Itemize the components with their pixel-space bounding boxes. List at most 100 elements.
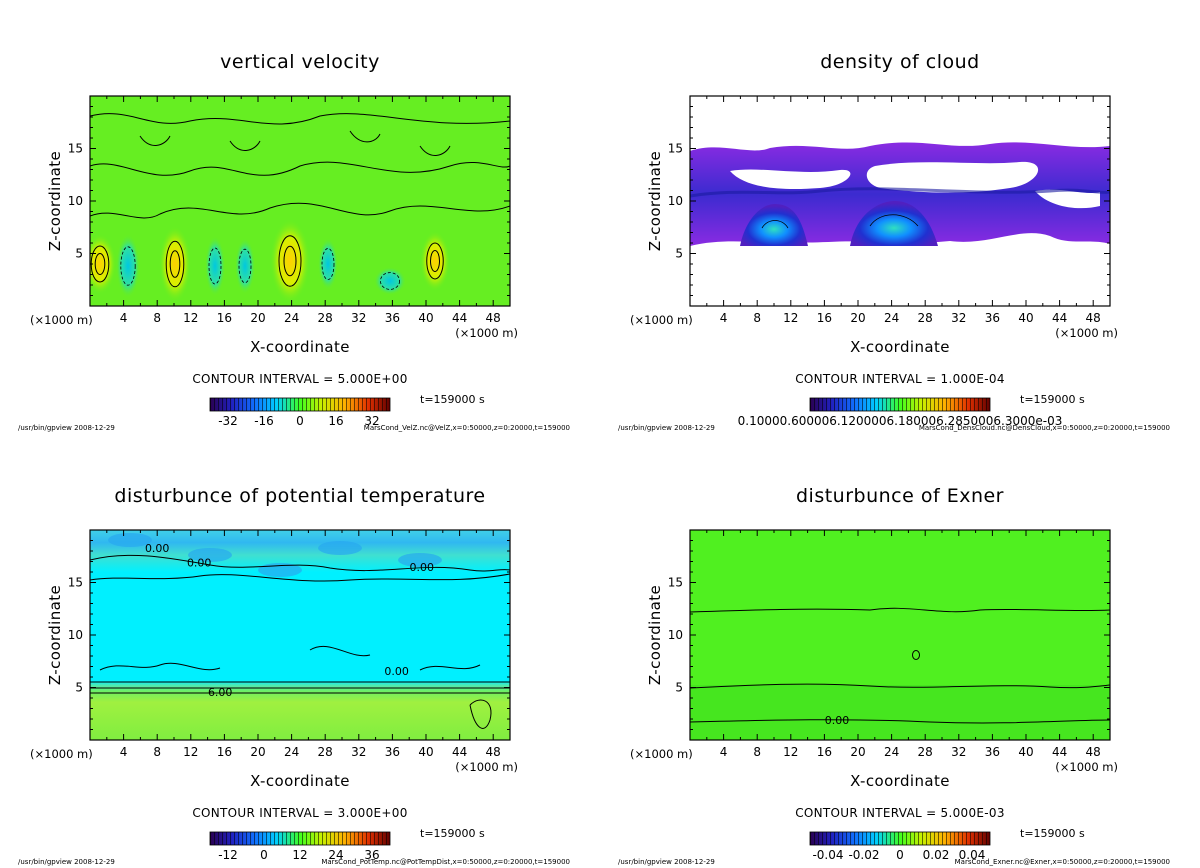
x-tick-label: 28 <box>318 311 333 325</box>
footer-left: /usr/bin/gpview 2008-12-29 <box>618 424 715 432</box>
contour-interval: CONTOUR INTERVAL = 1.000E-04 <box>795 372 1005 386</box>
x-tick-label: 4 <box>720 311 728 325</box>
x-tick-label: 8 <box>753 745 761 759</box>
x-tick-label: 12 <box>183 311 198 325</box>
downdraft-contour <box>120 246 136 286</box>
footer-right: MarsCond_Exner.nc@Exner,x=0:50000,z=0:20… <box>955 858 1170 866</box>
contour-line <box>690 683 1110 689</box>
x-tick-label: 20 <box>250 745 265 759</box>
downdraft-contour <box>208 247 222 285</box>
footer-right: MarsCond_VelZ.nc@VelZ,x=0:50000,z=0:2000… <box>364 424 570 432</box>
x-tick-label: 8 <box>153 745 161 759</box>
y-tick-label: 15 <box>68 576 83 590</box>
cloud-contour <box>761 220 789 229</box>
contour-line <box>90 554 510 572</box>
colorbar-bands <box>210 832 390 845</box>
colorbar-tick-label: -32 <box>218 414 238 428</box>
colorbar-frame <box>209 831 391 846</box>
contour-line <box>99 645 481 671</box>
x-tick-label: 28 <box>918 745 933 759</box>
updraft-contour <box>283 245 297 277</box>
y-axis-label: Z-coordinate <box>646 151 664 251</box>
colorbar-tick-label: 0 <box>896 848 904 862</box>
colorbar-tick-label: -0.04 <box>812 848 843 862</box>
contour-line <box>690 719 1110 724</box>
contour-line <box>90 202 510 219</box>
x-tick-label: 20 <box>250 311 265 325</box>
contour-label: 6.00 <box>208 686 233 699</box>
contour-interval: CONTOUR INTERVAL = 5.000E+00 <box>192 372 407 386</box>
x-tick-label: 4 <box>120 311 128 325</box>
x-tick-label: 28 <box>918 311 933 325</box>
cool-patch <box>108 533 152 547</box>
x-tick-label: 16 <box>817 311 832 325</box>
x-tick-label: 40 <box>1018 745 1033 759</box>
x-tick-label: 24 <box>284 745 299 759</box>
x-axis-label: X-coordinate <box>850 338 950 356</box>
x-unit-label-right: (×1000 m) <box>1055 326 1118 340</box>
x-unit-label-right: (×1000 m) <box>455 326 518 340</box>
chart-title: density of cloud <box>820 51 980 73</box>
downdraft-region <box>205 236 225 296</box>
contour-label: 0.00 <box>825 714 850 727</box>
contour-label: 0.00 <box>187 557 212 570</box>
chart-title: disturbunce of potential temperature <box>114 485 485 507</box>
time-label: t=159000 s <box>1020 393 1085 406</box>
x-axis-label: X-coordinate <box>250 338 350 356</box>
x-tick-label: 36 <box>985 311 1000 325</box>
colorbar-tick-label: 0 <box>260 848 268 862</box>
chart-title: vertical velocity <box>220 51 380 73</box>
updraft-contour <box>430 250 440 272</box>
x-tick-label: 12 <box>183 745 198 759</box>
updraft-region <box>90 234 116 294</box>
x-unit-label-left: (×1000 m) <box>630 313 693 327</box>
y-axis-label: Z-coordinate <box>646 585 664 685</box>
updraft-region <box>159 226 191 302</box>
footer-right: MarsCond_PotTemp.nc@PotTempDist,x=0:5000… <box>321 858 570 866</box>
field <box>690 96 1110 306</box>
y-tick-label: 5 <box>75 247 83 261</box>
x-tick-label: 24 <box>284 311 299 325</box>
downdraft-region <box>116 234 140 298</box>
contour-interval: CONTOUR INTERVAL = 3.000E+00 <box>192 806 407 820</box>
contour-line <box>90 573 510 582</box>
contour-line <box>90 161 510 176</box>
lower-band <box>690 685 1110 740</box>
contour-interval: CONTOUR INTERVAL = 5.000E-03 <box>795 806 1005 820</box>
x-tick-label: 40 <box>418 745 433 759</box>
x-axis-label: X-coordinate <box>250 772 350 790</box>
contour-label: 0.00 <box>384 665 409 678</box>
y-axis-label: Z-coordinate <box>46 151 64 251</box>
updraft-contour <box>278 235 302 287</box>
colorbar-tick-label: 16 <box>328 414 343 428</box>
cool-patch <box>318 541 362 555</box>
y-tick-label: 15 <box>668 576 683 590</box>
x-tick-label: 44 <box>1052 745 1067 759</box>
y-tick-label: 15 <box>668 142 683 156</box>
field-background <box>90 530 510 740</box>
x-tick-label: 44 <box>452 745 467 759</box>
x-tick-label: 4 <box>720 745 728 759</box>
cloud-layer <box>690 187 1110 198</box>
cloud-gap <box>866 161 1039 193</box>
x-tick-label: 48 <box>486 745 501 759</box>
footer-left: /usr/bin/gpview 2008-12-29 <box>18 424 115 432</box>
colorbar-tick-label: 0.02 <box>923 848 950 862</box>
x-tick-label: 16 <box>217 311 232 325</box>
footer-left: /usr/bin/gpview 2008-12-29 <box>618 858 715 866</box>
x-tick-label: 44 <box>1052 311 1067 325</box>
x-tick-label: 40 <box>1018 311 1033 325</box>
colorbar-tick-label: 0.10000.600006.1200006.180006.2850006.30… <box>738 414 1063 428</box>
y-tick-label: 10 <box>68 628 83 642</box>
x-tick-label: 48 <box>1086 311 1101 325</box>
field <box>90 530 510 740</box>
colorbar-frame <box>809 397 991 412</box>
x-tick-label: 12 <box>783 311 798 325</box>
downdraft-region <box>374 267 406 295</box>
colorbar-bands <box>810 832 990 845</box>
x-tick-label: 48 <box>486 311 501 325</box>
cloud-gap <box>1035 189 1100 209</box>
x-tick-label: 32 <box>351 745 366 759</box>
